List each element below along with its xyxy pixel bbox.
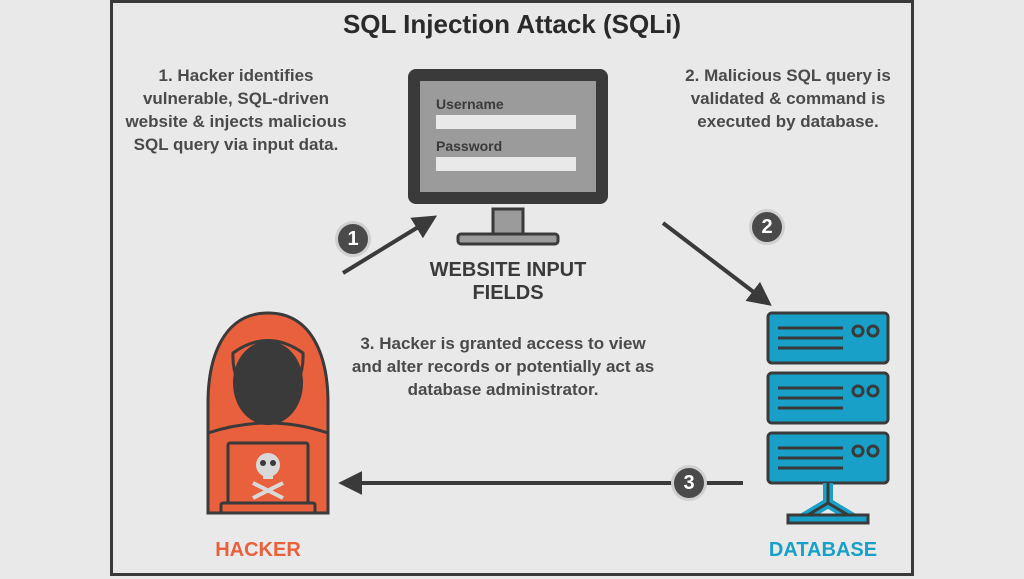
diagram-frame: SQL Injection Attack (SQLi) 1. Hacker id… [110,0,914,576]
badge-3: 3 [671,465,707,501]
badge-1: 1 [335,221,371,257]
arrows [113,3,917,579]
badge-2: 2 [749,209,785,245]
